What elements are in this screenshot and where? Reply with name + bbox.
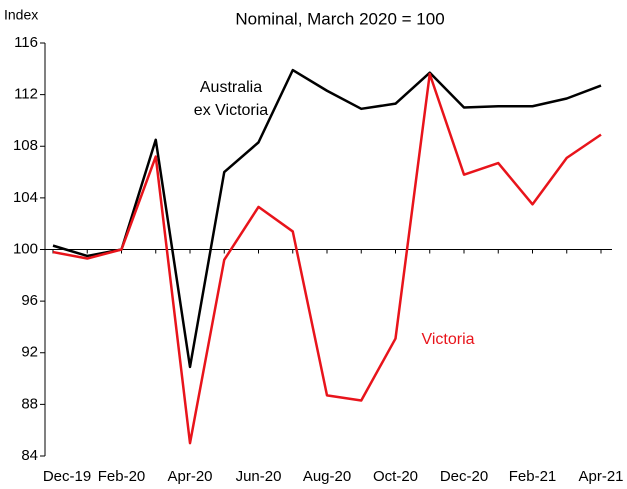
x-tick-label: Dec-19 [43, 468, 91, 485]
y-tick-label: 108 [13, 137, 38, 154]
series-line [52, 72, 602, 445]
y-tick-label: 112 [14, 86, 38, 103]
series-label: Victoria [421, 331, 474, 348]
x-tick-label: Dec-20 [440, 468, 488, 485]
y-tick-label: 88 [21, 395, 38, 412]
series-label-line: Australia [200, 79, 262, 96]
series-label: Australia ex Victoria [194, 79, 269, 119]
x-tick-label: Oct-20 [373, 468, 418, 485]
y-tick-label: 116 [14, 34, 38, 51]
y-tick-label: 104 [13, 189, 38, 206]
y-tick-label: 84 [21, 447, 38, 464]
x-tick-label: Feb-20 [98, 468, 146, 485]
y-tick-label: 96 [21, 292, 38, 309]
series-label-line: Victoria [421, 331, 474, 348]
x-tick-label: Apr-20 [167, 468, 212, 485]
x-tick-label: Jun-20 [236, 468, 282, 485]
x-tick-label: Feb-21 [509, 468, 557, 485]
y-tick-label: 92 [21, 344, 38, 361]
series-line [52, 68, 602, 369]
x-tick-label: Aug-20 [303, 468, 351, 485]
chart-title: Nominal, March 2020 = 100 [235, 9, 444, 28]
y-tick-label: 100 [13, 240, 38, 257]
x-tick-label: Apr-21 [578, 468, 623, 485]
series-label-line: ex Victoria [194, 102, 269, 119]
y-axis-label: Index [4, 7, 38, 23]
